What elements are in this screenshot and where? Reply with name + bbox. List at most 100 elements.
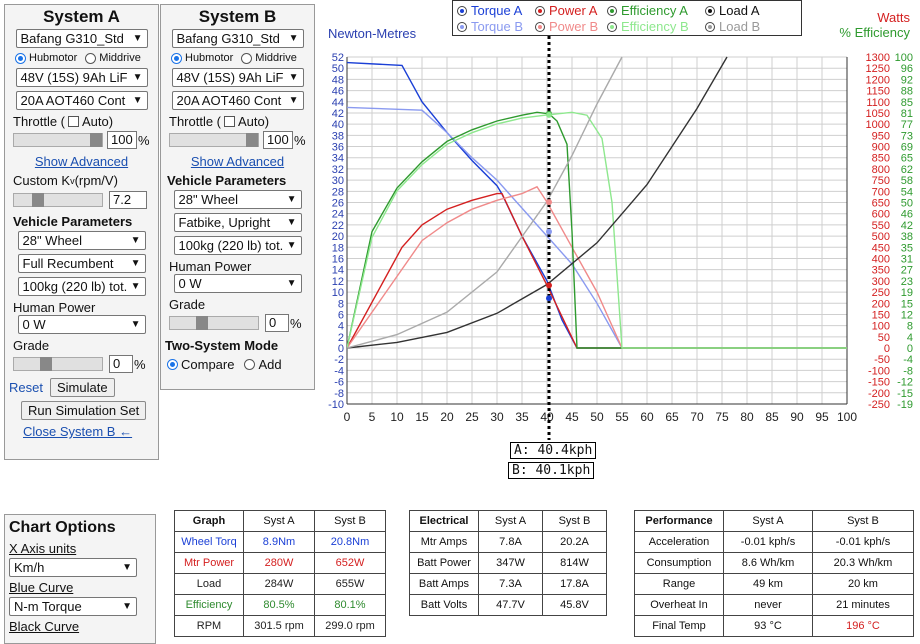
y-tick-label-efficiency: 15	[901, 298, 913, 310]
add-radio[interactable]	[244, 359, 256, 370]
y-tick-label-watts: 0	[884, 343, 890, 355]
simulate-button[interactable]: Simulate	[49, 378, 115, 397]
y-tick-label-efficiency: 73	[901, 130, 913, 142]
y-tick-label-efficiency: 85	[901, 97, 913, 109]
left-axis-title: Newton-Metres	[328, 26, 417, 41]
y-tick-label-efficiency: 77	[901, 119, 913, 131]
compare-radio[interactable]	[167, 359, 178, 370]
legend-power-a[interactable]: Power A	[535, 3, 597, 18]
battery-select-b[interactable]: 48V (15S) 9Ah LiF ▼	[171, 68, 304, 87]
cell-value: 7.3A	[478, 573, 543, 595]
weight-select-a[interactable]: 100kg (220 lb) tot. ▼	[17, 277, 146, 296]
legend-load-b[interactable]: Load B	[705, 19, 760, 34]
reset-link[interactable]: Reset	[9, 380, 43, 395]
y-tick-label-efficiency: 46	[901, 209, 913, 221]
y-tick-label-efficiency: 58	[901, 175, 913, 187]
grade-input-a[interactable]: 0	[109, 355, 133, 373]
x-tick-label: 25	[465, 410, 479, 424]
grade-slider-b[interactable]	[169, 316, 259, 330]
y-tick-label-efficiency: 92	[901, 74, 913, 86]
auto-checkbox-a[interactable]	[68, 116, 80, 127]
radio-icon	[607, 21, 617, 32]
cell-value: 196 °C	[812, 615, 914, 637]
x-tick-label: 45	[565, 410, 579, 424]
legend-torque-b[interactable]: Torque B	[457, 19, 523, 34]
run-simulation-set-button[interactable]: Run Simulation Set	[21, 401, 147, 420]
y-tick-label-efficiency: 38	[901, 231, 913, 243]
human-power-select-b[interactable]: 0 W ▼	[173, 274, 302, 293]
wheel-select-b[interactable]: 28" Wheel ▼	[173, 190, 302, 209]
cell-value: 20.8Nm	[314, 531, 386, 553]
cursor-marker-power-a	[546, 282, 552, 289]
weight-select-b[interactable]: 100kg (220 lb) tot. ▼	[173, 236, 302, 255]
auto-checkbox-b[interactable]	[224, 116, 236, 127]
cursor-readout-a: A: 40.4kph	[510, 442, 597, 459]
grade-slider-a[interactable]	[13, 357, 103, 371]
controller-select-a[interactable]: 20A AOT460 Cont ▼	[15, 91, 148, 110]
kv-input[interactable]: 7.2	[109, 191, 147, 209]
cell-value: -0.01 kph/s	[723, 531, 813, 553]
grade-input-b[interactable]: 0	[265, 314, 289, 332]
controller-select-b[interactable]: 20A AOT460 Cont ▼	[171, 91, 304, 110]
legend-power-b[interactable]: Power B	[535, 19, 598, 34]
table-row: Acceleration -0.01 kph/s -0.01 kph/s	[634, 531, 914, 553]
y-tick-label-watts: 850	[872, 153, 890, 165]
y-tick-label-nm: 40	[332, 119, 344, 131]
middrive-radio-b[interactable]	[241, 52, 253, 64]
blue-curve-link[interactable]: Blue Curve	[9, 580, 74, 595]
battery-select-a[interactable]: 48V (15S) 9Ah LiF ▼	[15, 68, 148, 87]
table-header: Syst A	[243, 510, 315, 532]
legend-load-a[interactable]: Load A	[705, 3, 760, 18]
black-curve-link[interactable]: Black Curve	[9, 619, 80, 634]
hubmotor-radio-a[interactable]	[15, 52, 26, 64]
human-power-label-b: Human Power	[169, 259, 252, 274]
y-tick-label-watts: 350	[872, 265, 890, 277]
y-tick-label-nm: 30	[332, 175, 344, 187]
row-label: Range	[634, 573, 724, 595]
legend-torque-a[interactable]: Torque A	[457, 3, 522, 18]
show-advanced-link-a[interactable]: Show Advanced	[34, 154, 129, 169]
motor-select-a[interactable]: Bafang G310_Std ▼	[15, 29, 148, 48]
chevron-down-icon: ▼	[130, 235, 141, 246]
y-tick-label-nm: 46	[332, 86, 344, 98]
show-advanced-link-b[interactable]: Show Advanced	[190, 154, 285, 169]
vehicle-params-heading-a: Vehicle Parameters	[13, 214, 133, 229]
throttle-slider-a[interactable]	[13, 133, 103, 147]
radio-icon	[535, 5, 545, 16]
x-axis-units-link[interactable]: X Axis units	[9, 541, 77, 556]
y-tick-label-watts: 550	[872, 220, 890, 232]
throttle-row-b: Throttle ( Auto)	[169, 114, 270, 129]
throttle-input-b[interactable]: 100	[263, 131, 293, 149]
throttle-input-a[interactable]: 100	[107, 131, 137, 149]
row-label: Batt Power	[409, 552, 479, 574]
frame-select-a[interactable]: Full Recumbent ▼	[17, 254, 146, 273]
hubmotor-radio-b[interactable]	[171, 52, 182, 64]
chart-series	[347, 56, 847, 349]
motor-select-b[interactable]: Bafang G310_Std ▼	[171, 29, 304, 48]
electrical-table: Electrical Syst A Syst B Mtr Amps 7.8A 20.…	[409, 510, 607, 616]
cell-value: 80.1%	[314, 594, 386, 616]
y-tick-label-watts: -50	[874, 354, 890, 366]
x-axis-units-select[interactable]: Km/h ▼	[9, 558, 137, 577]
kv-slider[interactable]	[13, 193, 103, 207]
y-tick-label-watts: 450	[872, 242, 890, 254]
legend-efficiency-b[interactable]: Efficiency B	[607, 19, 689, 34]
throttle-slider-b[interactable]	[169, 133, 259, 147]
legend-efficiency-a[interactable]: Efficiency A	[607, 3, 688, 18]
frame-select-b[interactable]: Fatbike, Upright ▼	[173, 213, 302, 232]
chevron-down-icon: ▼	[132, 72, 143, 83]
blue-curve-select[interactable]: N-m Torque ▼	[9, 597, 137, 616]
y-tick-label-watts: 50	[878, 332, 890, 344]
human-power-select-a[interactable]: 0 W ▼	[17, 315, 146, 334]
middrive-radio-a[interactable]	[85, 52, 97, 64]
wheel-select-a[interactable]: 28" Wheel ▼	[17, 231, 146, 250]
chevron-down-icon: ▼	[130, 319, 141, 330]
chevron-down-icon: ▼	[130, 258, 141, 269]
row-label: Batt Volts	[409, 594, 479, 616]
series-line-torque-b	[347, 106, 847, 349]
cell-value: 814W	[542, 552, 607, 574]
close-system-b-link[interactable]: Close System B ←	[23, 424, 133, 439]
x-tick-label: 60	[640, 410, 654, 424]
performance-chart[interactable]: Newton-Metres Watts % Efficiency 52 1300 1…	[318, 0, 918, 440]
cell-value: 47.7V	[478, 594, 543, 616]
